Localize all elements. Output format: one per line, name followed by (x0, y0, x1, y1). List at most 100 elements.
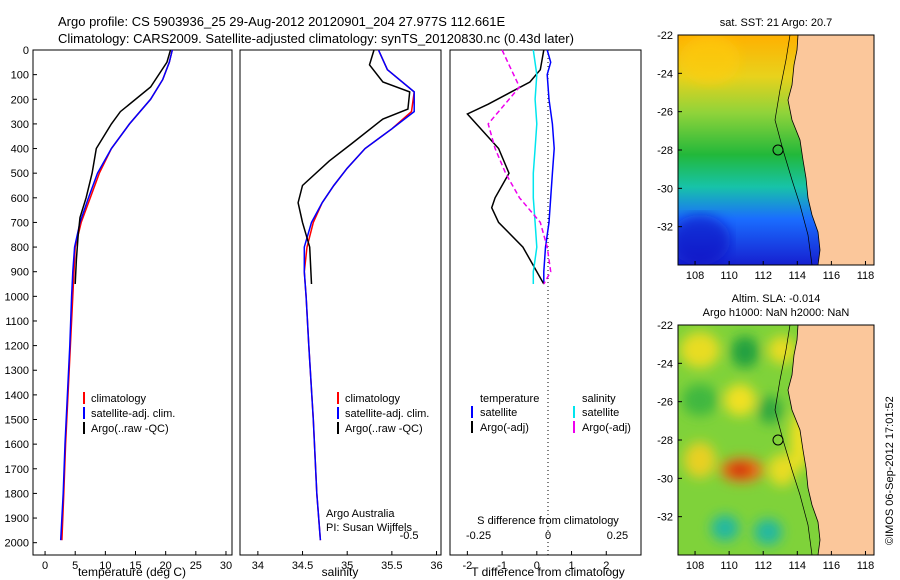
temperature-legend: climatology satellite-adj. clim. Argo(..… (83, 392, 175, 435)
salinity-tick-labels: 34 34.5 35 35.5 36 (252, 551, 443, 572)
header-line2: Climatology: CARS2009. Satellite-adjuste… (58, 31, 574, 46)
lon-tick-label: 114 (789, 270, 807, 282)
sla-land (788, 325, 874, 555)
lon-tick-label: 114 (789, 560, 807, 572)
depth-tick-label: 800 (11, 242, 29, 254)
depth-tick-label: 1900 (5, 513, 29, 525)
sla-map-panel: Altim. SLA: -0.014 Argo h1000: NaN h2000… (657, 293, 875, 572)
salinity-profile-lines (297, 49, 415, 541)
legend-title-temperature: temperature (480, 393, 539, 405)
sst-lat-tick-labels: -22 -24 -26 -28 -30 -32 (657, 30, 682, 234)
x-tick-label: 35 (341, 560, 353, 572)
sst-argo-marker (772, 144, 784, 156)
x-tick-label: 20 (160, 560, 172, 572)
x-tick-label: 5 (72, 560, 78, 572)
x-tick-label: 0 (534, 560, 540, 572)
s-difference-label: S difference from climatology (477, 515, 619, 527)
lon-tick-label: 110 (720, 270, 738, 282)
lon-tick-label: 108 (686, 270, 704, 282)
depth-tick-label: 1000 (5, 291, 29, 303)
lat-tick-label: -32 (657, 512, 673, 524)
lon-tick-label: 118 (857, 560, 875, 572)
legend-label-satellite: satellite-adj. clim. (345, 408, 429, 420)
x-tick-label: 30 (220, 560, 232, 572)
legend-label-climatology: climatology (91, 393, 147, 405)
sst-coastline (787, 35, 821, 265)
sla-argo-marker (772, 434, 784, 446)
lat-tick-label: -28 (657, 435, 673, 447)
temperature-panel: 0100200300400500600700800900100011001200… (5, 45, 233, 579)
lon-tick-label: 116 (823, 560, 841, 572)
temperature-profile-lines (59, 49, 174, 541)
temperature-difference-tick-labels: -2 -1 0 1 2 (462, 551, 609, 572)
depth-tick-label: 2000 (5, 538, 29, 550)
lat-tick-label: -26 (657, 397, 673, 409)
lat-tick-label: -22 (657, 320, 673, 332)
x-tick-label: 1 (568, 560, 574, 572)
x-tick-label: 0 (42, 560, 48, 572)
x-tick-label: 35.5 (381, 560, 402, 572)
legend-title-salinity: salinity (582, 393, 616, 405)
x2-tick-label: -0.25 (466, 530, 491, 542)
series-line-1 (543, 49, 555, 284)
difference-legend: temperature satellite Argo(-adj) salinit… (471, 393, 631, 434)
depth-tick-label: 1500 (5, 415, 29, 427)
depth-tick-label: 400 (11, 144, 29, 156)
depth-tick-labels: 0 100 200 300 400 500 600 700 800 900 1000 1100 1200… (5, 45, 37, 550)
lat-tick-label: -28 (657, 145, 673, 157)
x-tick-label: -1 (497, 560, 507, 572)
legend-label-argo: Argo(..raw -QC) (91, 423, 169, 435)
series-line-3 (532, 49, 538, 284)
sla-lon-tick-labels: 108 110 112 114 116 118 (686, 551, 874, 572)
depth-tick-label: 1600 (5, 439, 29, 451)
imos-timestamp: ©IMOS 06-Sep-2012 17:01:52 (884, 396, 896, 545)
salinity-legend: climatology satellite-adj. clim. Argo(..… (337, 392, 429, 435)
sst-cold-patch (678, 215, 730, 265)
argo-australia-note: Argo Australia (326, 508, 395, 520)
lat-tick-label: -22 (657, 30, 673, 42)
depth-tick-label: 600 (11, 193, 29, 205)
x2-tick-label: 0 (545, 530, 551, 542)
x-tick-label: 36 (430, 560, 442, 572)
legend-label-sal-argo: Argo(-adj) (582, 422, 631, 434)
temperature-axes-frame (32, 49, 233, 556)
lat-tick-label: -30 (657, 183, 673, 195)
pi-note: PI: Susan Wijffels (326, 522, 412, 534)
series-line-3 (74, 49, 172, 285)
x2-tick-label: -0.5 (400, 530, 419, 542)
salinity-axes-frame (239, 49, 442, 556)
header-line1: Argo profile: CS 5903936_25 29-Aug-2012 … (58, 14, 506, 29)
lat-tick-label: -24 (657, 68, 673, 80)
depth-tick-label: 700 (11, 217, 29, 229)
depth-tick-label: 1100 (5, 316, 29, 328)
difference-panel: S difference from climatology -0.5 -0.25 0… (400, 49, 695, 579)
x-tick-label: -2 (462, 560, 472, 572)
legend-label-temp-satellite: satellite (480, 407, 517, 419)
legend-label-climatology: climatology (345, 393, 401, 405)
sla-coastline (787, 325, 821, 555)
depth-tick-label: 500 (11, 168, 29, 180)
depth-tick-label: 1300 (5, 365, 29, 377)
lon-tick-label: 108 (686, 560, 704, 572)
depth-tick-label: 1400 (5, 390, 29, 402)
lon-tick-label: 118 (857, 270, 875, 282)
sst-map-panel: sat. SST: 21 Argo: 20.7 -22-24-26-28-30-… (657, 17, 875, 282)
x-tick-label: 34.5 (292, 560, 313, 572)
legend-label-sal-satellite: satellite (582, 407, 619, 419)
x-tick-label: 25 (190, 560, 202, 572)
depth-tick-label: 1700 (5, 464, 29, 476)
sla-map-title-2: Argo h1000: NaN h2000: NaN (703, 307, 850, 319)
difference-lines (466, 49, 555, 285)
lon-tick-label: 116 (823, 270, 841, 282)
x-tick-label: 34 (252, 560, 264, 572)
lon-tick-label: 110 (720, 560, 738, 572)
sst-map-title: sat. SST: 21 Argo: 20.7 (720, 17, 833, 29)
depth-tick-label: 100 (11, 70, 29, 82)
depth-tick-label: 200 (11, 94, 29, 106)
depth-tick-label: 0 (23, 45, 29, 57)
x-tick-label: 10 (99, 560, 111, 572)
sla-lat-tick-labels: -22 -24 -26 -28 -30 -32 (657, 320, 682, 524)
sla-map-title-1: Altim. SLA: -0.014 (732, 293, 821, 305)
